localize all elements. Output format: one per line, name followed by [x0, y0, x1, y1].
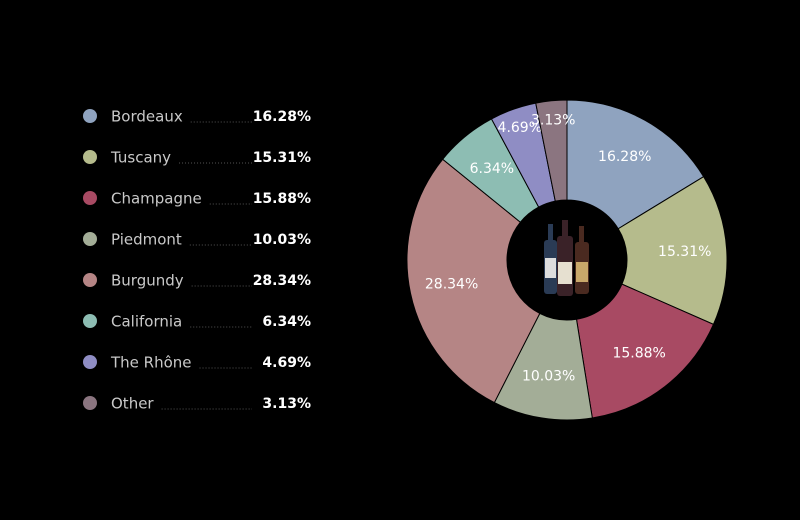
slice-label: 15.31%: [658, 244, 711, 260]
legend-value: 4.69%: [262, 355, 311, 371]
legend-label: Piedmont: [111, 231, 182, 249]
legend-label: Champagne: [111, 190, 202, 208]
slice-label: 16.28%: [598, 149, 651, 165]
legend-value: 16.28%: [253, 109, 311, 125]
legend-label: Other: [111, 395, 154, 413]
legend-label: Tuscany: [110, 149, 171, 167]
legend-swatch: [83, 355, 97, 369]
legend-swatch: [83, 273, 97, 287]
legend-swatch: [83, 109, 97, 123]
legend-swatch: [83, 314, 97, 328]
legend-label: California: [111, 313, 182, 331]
legend-value: 6.34%: [262, 314, 311, 330]
slice-label: 15.88%: [612, 345, 665, 361]
legend-swatch: [83, 396, 97, 410]
slice-label: 28.34%: [425, 277, 478, 293]
legend-swatch: [83, 191, 97, 205]
legend-value: 3.13%: [262, 396, 311, 412]
legend-label: Bordeaux: [111, 108, 183, 126]
legend-label: Burgundy: [111, 272, 184, 290]
slice-label: 6.34%: [470, 161, 514, 177]
legend-value: 15.88%: [253, 191, 311, 207]
slice-label: 10.03%: [522, 369, 575, 385]
legend-value: 10.03%: [253, 232, 311, 248]
legend: Bordeaux 16.28% Tuscany 15.31% Champagne 15.8…: [83, 108, 311, 413]
slice-label: 4.69%: [498, 120, 542, 136]
legend-swatch: [83, 232, 97, 246]
bottles-image: [544, 220, 589, 296]
donut: 16.28% 15.31% 15.88% 10.03% 28.34% 6.34% 4.69%…: [406, 99, 728, 421]
legend-value: 15.31%: [253, 150, 311, 166]
legend-label: The Rhône: [110, 354, 192, 372]
legend-value: 28.34%: [253, 273, 311, 289]
slice-label: 3.13%: [531, 113, 575, 129]
legend-swatch: [83, 150, 97, 164]
